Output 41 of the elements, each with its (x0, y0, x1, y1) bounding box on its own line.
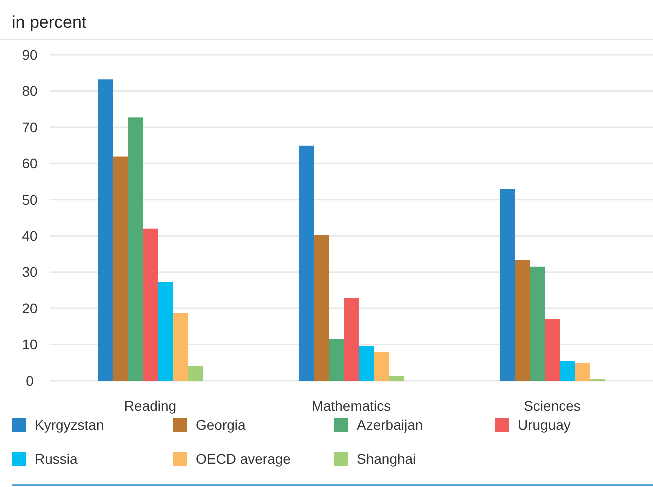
bar (389, 376, 404, 381)
bar (515, 260, 530, 381)
legend-label: Azerbaijan (357, 416, 424, 433)
chart-title: in percent (12, 13, 87, 32)
legend-label: Russia (35, 450, 78, 467)
bar (560, 361, 575, 381)
y-tick-label: 10 (22, 336, 38, 353)
bar (359, 346, 374, 381)
x-tick-label: Reading (124, 398, 177, 414)
legend-label: Uruguay (518, 416, 571, 433)
bar (575, 363, 590, 381)
legend-label: Shanghai (357, 450, 416, 467)
bar (98, 80, 113, 381)
y-tick-label: 0 (26, 372, 34, 389)
y-tick-label: 20 (22, 300, 38, 316)
y-tick-label: 80 (22, 83, 38, 100)
bar (530, 266, 545, 381)
bar (299, 146, 314, 381)
x-tick-label: Mathematics (312, 398, 392, 414)
y-tick-label: 90 (22, 46, 38, 63)
bar (143, 228, 158, 381)
y-tick-label: 40 (22, 228, 38, 244)
legend-label: Georgia (196, 416, 246, 433)
y-tick-label: 60 (22, 156, 38, 172)
bar (545, 319, 560, 381)
bar (344, 298, 359, 381)
y-tick-label: 50 (22, 192, 38, 208)
legend-label: OECD average (196, 450, 292, 467)
y-tick-label: 70 (22, 119, 38, 136)
bar (374, 352, 389, 381)
bar (329, 339, 344, 381)
x-tick-label: Sciences (524, 398, 581, 414)
bar (500, 189, 515, 381)
bar (188, 366, 203, 381)
legend-label: Kyrgyzstan (35, 416, 104, 433)
bar (113, 156, 128, 381)
bar (314, 235, 329, 381)
bar (128, 118, 143, 381)
bar (158, 282, 173, 381)
y-tick-label: 30 (22, 264, 38, 280)
bar (173, 313, 188, 381)
